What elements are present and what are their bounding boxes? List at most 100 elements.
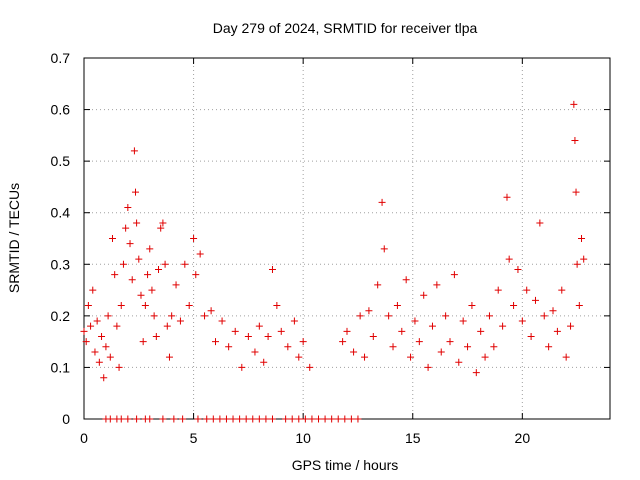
data-point	[571, 137, 579, 145]
data-point	[130, 147, 138, 155]
data-point	[356, 312, 364, 320]
data-point	[284, 343, 292, 351]
data-point	[540, 312, 548, 320]
data-point	[165, 353, 173, 361]
data-point	[196, 250, 204, 258]
zero-data-point	[321, 415, 329, 423]
data-point	[446, 338, 454, 346]
zero-data-point	[328, 415, 336, 423]
data-point	[420, 291, 428, 299]
data-point	[553, 327, 561, 335]
data-point	[84, 302, 92, 310]
data-point	[163, 322, 171, 330]
data-point	[389, 343, 397, 351]
x-tick-label: 5	[190, 430, 198, 446]
data-point	[578, 235, 586, 242]
data-point	[365, 307, 373, 315]
data-point	[117, 302, 125, 310]
y-tick-label: 0.6	[51, 102, 71, 118]
data-point	[122, 224, 130, 232]
zero-data-point	[249, 415, 257, 423]
data-point	[113, 322, 121, 330]
data-point	[212, 338, 219, 346]
data-point	[514, 265, 522, 273]
data-point	[108, 235, 116, 242]
data-points	[80, 100, 588, 423]
data-point	[273, 302, 281, 310]
data-point	[299, 338, 307, 346]
zero-data-point	[229, 415, 237, 423]
zero-data-point	[203, 415, 211, 423]
zero-data-point	[341, 415, 349, 423]
data-point	[407, 353, 415, 361]
data-point	[260, 358, 268, 366]
y-axis-label: SRMTID / TECUs	[6, 183, 22, 293]
data-point	[144, 271, 152, 279]
data-point	[374, 281, 382, 289]
data-point	[433, 281, 441, 289]
data-point	[580, 255, 588, 263]
data-point	[139, 338, 147, 346]
chart-title: Day 279 of 2024, SRMTID for receiver tlp…	[213, 20, 478, 36]
zero-data-point	[236, 415, 244, 423]
zero-data-point	[354, 415, 362, 423]
x-axis: 0 5 10 15 20	[80, 58, 530, 446]
data-point	[464, 343, 472, 351]
data-point	[93, 317, 101, 325]
data-point	[277, 327, 285, 335]
data-point	[455, 358, 463, 366]
data-point	[398, 327, 406, 335]
data-point	[306, 363, 314, 371]
zero-data-point	[179, 415, 187, 423]
data-point	[126, 240, 134, 248]
data-point	[255, 322, 263, 330]
data-point	[128, 276, 136, 284]
data-point	[411, 317, 419, 325]
grid-lines	[84, 58, 610, 419]
data-point	[549, 307, 557, 315]
data-point	[157, 224, 165, 232]
y-tick-label: 0.7	[51, 50, 71, 66]
data-point	[141, 302, 149, 310]
x-tick-label: 10	[295, 430, 311, 446]
data-point	[570, 100, 578, 108]
data-point	[437, 348, 445, 356]
data-point	[485, 312, 493, 320]
data-point	[424, 363, 432, 371]
data-point	[450, 271, 458, 279]
data-point	[137, 291, 145, 299]
data-point	[135, 255, 143, 263]
zero-data-point	[315, 415, 323, 423]
data-point	[104, 312, 112, 320]
data-point	[503, 193, 511, 201]
data-point	[106, 353, 114, 361]
zero-data-point	[170, 415, 178, 423]
data-point	[572, 188, 580, 196]
data-point	[523, 286, 531, 294]
data-point	[150, 312, 158, 320]
data-point	[264, 332, 272, 340]
y-tick-label: 0.3	[51, 256, 71, 272]
data-point	[477, 327, 485, 335]
data-point	[415, 338, 423, 346]
zero-data-point	[268, 415, 276, 423]
data-point	[567, 322, 575, 330]
zero-data-point	[146, 415, 154, 423]
data-point	[562, 353, 570, 361]
data-point	[185, 302, 193, 310]
zero-data-point	[295, 415, 303, 423]
data-point	[343, 327, 351, 335]
data-point	[494, 286, 502, 294]
zero-data-point	[262, 415, 270, 423]
data-point	[95, 358, 103, 366]
data-point	[468, 302, 476, 310]
data-point	[472, 369, 480, 377]
data-point	[545, 343, 553, 351]
zero-data-point	[282, 415, 290, 423]
data-point	[176, 317, 184, 325]
data-point	[361, 353, 369, 361]
zero-data-point	[288, 415, 296, 423]
data-point	[231, 327, 239, 335]
zero-data-point	[255, 415, 263, 423]
